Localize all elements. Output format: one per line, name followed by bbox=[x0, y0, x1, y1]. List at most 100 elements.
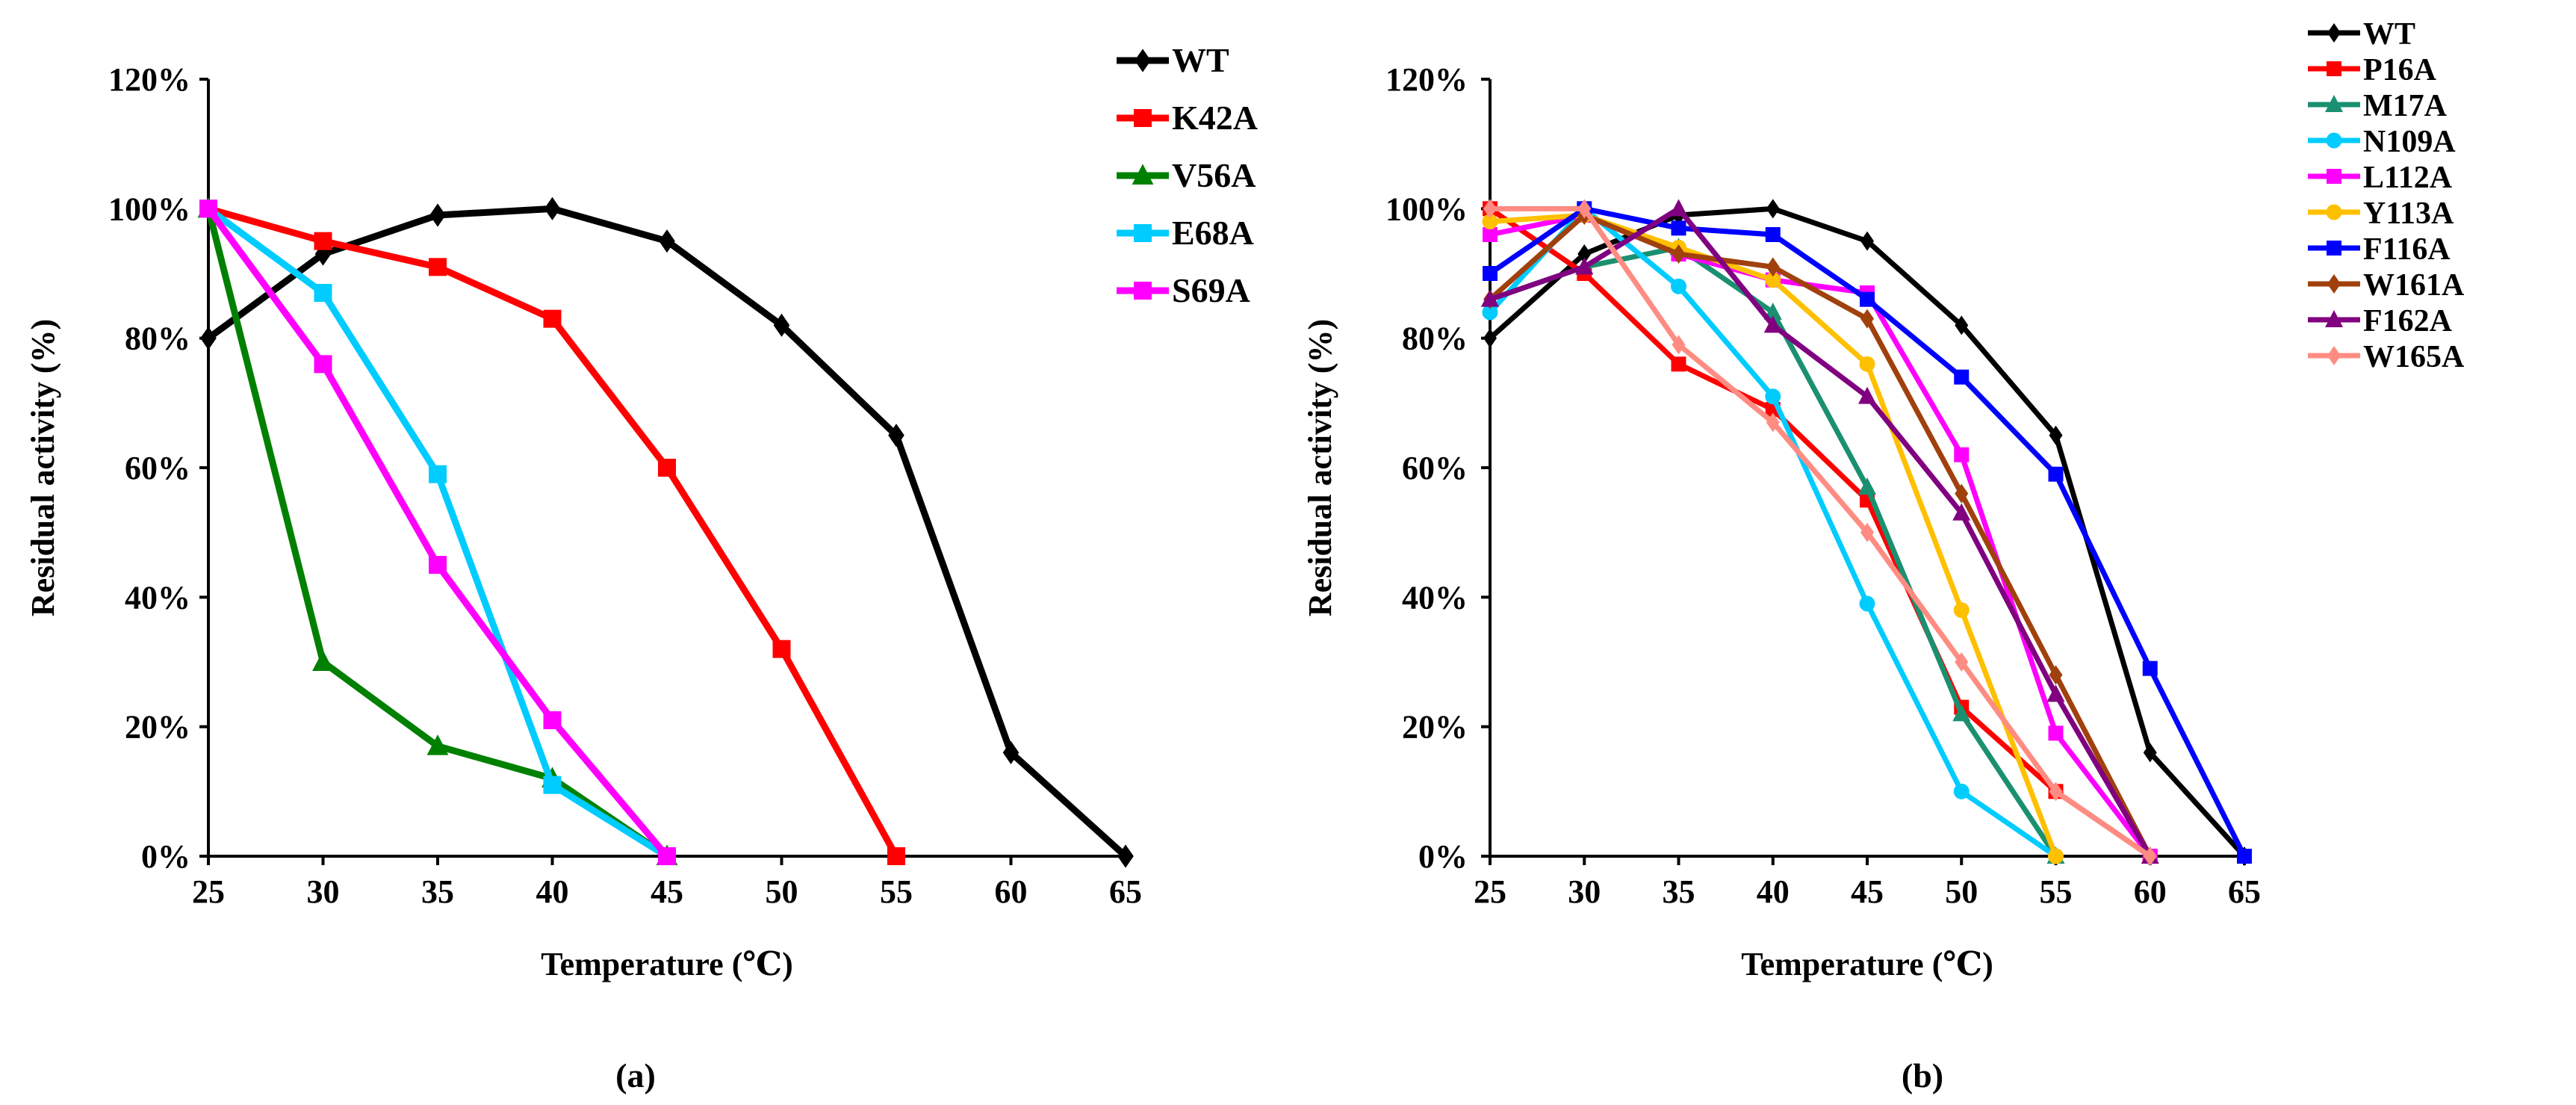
series-f162a bbox=[1481, 199, 2159, 864]
y-tick-label: 40% bbox=[1402, 579, 1468, 616]
data-point bbox=[200, 326, 217, 350]
legend-item: W165A bbox=[2308, 340, 2465, 374]
legend-item: F162A bbox=[2308, 304, 2453, 338]
series-line bbox=[205, 206, 670, 858]
legend-label: WT bbox=[1172, 41, 1229, 79]
series-e68a bbox=[199, 199, 676, 865]
series-w165a bbox=[1483, 199, 2157, 866]
data-point bbox=[1955, 315, 1969, 335]
legend-marker bbox=[2327, 241, 2341, 256]
x-tick-label: 45 bbox=[1851, 873, 1884, 910]
legend-item: N109A bbox=[2308, 125, 2456, 159]
data-point bbox=[1672, 335, 1686, 355]
data-point bbox=[1672, 244, 1686, 264]
legend-label: K42A bbox=[1172, 99, 1258, 137]
data-point bbox=[1953, 783, 1970, 799]
legend-label: L112A bbox=[2363, 161, 2453, 195]
series-line bbox=[1489, 205, 2153, 858]
data-point bbox=[544, 196, 561, 220]
y-tick-label: 80% bbox=[125, 321, 190, 357]
legend-marker bbox=[2327, 61, 2341, 76]
panel-label-b: (b) bbox=[1902, 1056, 1943, 1095]
legend-item: E68A bbox=[1117, 214, 1254, 252]
legend-label: WT bbox=[2363, 17, 2415, 52]
x-axis-title-b: Temperature (℃) bbox=[1741, 946, 1993, 982]
data-point bbox=[1765, 272, 1781, 288]
y-tick-label: 60% bbox=[125, 450, 190, 486]
x-tick-label: 25 bbox=[192, 873, 225, 910]
data-point bbox=[314, 355, 332, 374]
x-axis-title-a: Temperature (℃) bbox=[541, 946, 792, 982]
data-point bbox=[772, 640, 791, 658]
legend-marker bbox=[2327, 23, 2341, 43]
legend-label: V56A bbox=[1172, 156, 1256, 194]
series-k42a bbox=[199, 199, 905, 865]
legend-marker bbox=[1135, 49, 1151, 72]
data-point bbox=[543, 776, 562, 794]
legend-label: S69A bbox=[1172, 271, 1250, 309]
y-tick-label: 40% bbox=[125, 579, 190, 616]
legend-marker bbox=[2325, 310, 2343, 327]
legend-marker bbox=[1134, 282, 1152, 300]
legend-marker bbox=[1132, 164, 1154, 185]
data-point bbox=[1859, 595, 1875, 612]
y-tick-label: 120% bbox=[108, 61, 190, 98]
series-p16a bbox=[1483, 201, 2158, 864]
legend-label: P16A bbox=[2363, 53, 2437, 87]
y-tick-label: 20% bbox=[125, 709, 190, 746]
legend-marker bbox=[2326, 132, 2342, 149]
data-point bbox=[2237, 849, 2252, 864]
legend-item: F116A bbox=[2308, 232, 2451, 267]
data-point bbox=[1763, 315, 1782, 333]
series-line bbox=[1489, 206, 2152, 858]
panel-label-a: (a) bbox=[615, 1056, 656, 1095]
data-point bbox=[773, 313, 790, 337]
data-point bbox=[2046, 684, 2065, 702]
y-tick-label: 100% bbox=[1385, 191, 1468, 227]
data-point bbox=[1671, 220, 1686, 236]
data-point bbox=[1575, 257, 1594, 275]
data-point bbox=[1952, 704, 1971, 722]
legend-item: P16A bbox=[2308, 53, 2437, 87]
data-point bbox=[1765, 389, 1781, 405]
y-tick-label: 0% bbox=[141, 838, 190, 875]
x-tick-label: 35 bbox=[421, 873, 454, 910]
data-point bbox=[429, 556, 447, 574]
legend-item: M17A bbox=[2308, 89, 2448, 123]
y-tick-label: 100% bbox=[108, 191, 190, 227]
x-tick-label: 55 bbox=[2040, 873, 2073, 910]
series-line bbox=[1489, 212, 2153, 858]
data-point bbox=[1117, 844, 1134, 868]
x-tick-label: 65 bbox=[1109, 873, 1142, 910]
y-tick-label: 120% bbox=[1385, 61, 1468, 98]
x-tick-label: 50 bbox=[766, 873, 798, 910]
data-point bbox=[1577, 244, 1592, 264]
y-axis-title-b: Residual activity (%) bbox=[1302, 319, 1338, 616]
data-point bbox=[1860, 231, 1874, 251]
chart-a: Residual activity (%) Temperature (℃) (a… bbox=[25, 41, 1258, 1095]
data-point bbox=[1955, 483, 1969, 504]
data-point bbox=[2048, 725, 2064, 741]
data-point bbox=[1954, 447, 1970, 462]
data-point bbox=[2049, 425, 2063, 445]
data-point bbox=[1858, 386, 1876, 404]
legend-marker bbox=[1134, 224, 1152, 242]
chart-b: Residual activity (%) Temperature (℃) (b… bbox=[1302, 17, 2465, 1095]
data-point bbox=[1671, 356, 1686, 372]
series-line bbox=[207, 205, 899, 858]
y-tick-label: 0% bbox=[1418, 838, 1468, 875]
data-point bbox=[1860, 309, 1874, 329]
x-tick-label: 60 bbox=[2134, 873, 2167, 910]
data-point bbox=[1483, 199, 1497, 219]
data-point bbox=[2048, 848, 2064, 864]
data-point bbox=[1766, 412, 1780, 433]
legend-item: Y113A bbox=[2308, 196, 2454, 231]
data-point bbox=[1955, 652, 1969, 672]
data-point bbox=[1859, 356, 1875, 372]
x-tick-label: 30 bbox=[307, 873, 340, 910]
legend-marker bbox=[1134, 109, 1152, 127]
data-point bbox=[314, 284, 332, 302]
data-point bbox=[1483, 266, 1498, 281]
data-point bbox=[1766, 199, 1780, 219]
